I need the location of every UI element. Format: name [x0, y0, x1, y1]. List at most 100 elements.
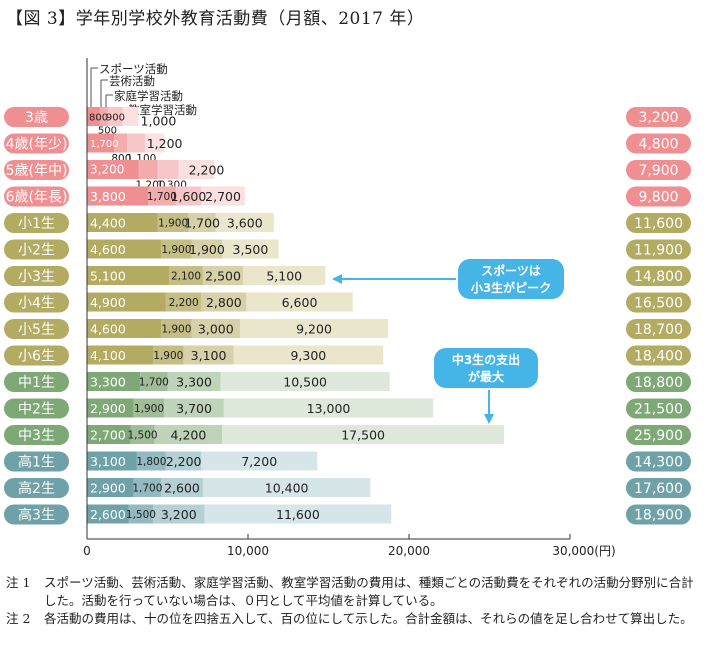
bar-segment-8-3	[239, 319, 389, 338]
value-label-12-2: 4,200	[171, 428, 207, 443]
bar-segment-14-2	[161, 478, 203, 497]
total-3-label: 9,800	[638, 190, 678, 206]
total-0-badge	[626, 107, 691, 127]
total-14-badge	[626, 478, 691, 498]
value-label-9-0: 4,100	[90, 348, 126, 363]
value-label-14-0: 2,900	[90, 481, 126, 496]
bar-segment-0-3	[122, 107, 139, 126]
total-4-label: 11,600	[634, 216, 683, 232]
bar-segment-15-0	[87, 504, 129, 524]
category-7-label: 小4生	[18, 296, 55, 312]
value-label-5-2: 1,900	[189, 242, 225, 257]
bar-segment-3-0	[87, 186, 149, 206]
total-4-badge	[626, 213, 691, 233]
category-9-label: 小6生	[18, 349, 55, 365]
total-6-label: 14,800	[634, 269, 683, 285]
callout-jh3-line-1: 中3生の支出	[452, 352, 520, 367]
total-10-label: 18,800	[634, 375, 683, 391]
footnote-2: 注 2 各活動の費用は、十の位を四捨五入して、百の位にして示した。合計金額は、そ…	[6, 610, 706, 628]
total-11-label: 21,500	[634, 402, 683, 418]
value-label-15-3: 11,600	[276, 507, 320, 522]
total-7-badge	[626, 292, 691, 313]
value-label-2-3: 2,200	[189, 163, 225, 178]
legend-label-2: 家庭学習活動	[114, 89, 183, 103]
total-5-badge	[626, 239, 691, 260]
category-12-badge	[4, 425, 69, 445]
value-label-10-0: 3,300	[90, 375, 126, 390]
bar-segment-9-1	[153, 345, 184, 365]
value-label-7-0: 4,900	[90, 295, 126, 310]
bar-segment-14-0	[87, 478, 134, 497]
bar-segment-3-2	[175, 186, 202, 206]
bar-segment-0-2	[107, 107, 123, 126]
bar-segment-8-2	[191, 319, 240, 338]
category-15-label: 高3生	[18, 507, 55, 524]
legend-label-3: 教室学習活動	[128, 103, 197, 117]
category-4-label: 小1生	[18, 216, 55, 232]
bar-segment-2-1	[138, 160, 158, 179]
value-label-8-1: 1,900	[161, 324, 191, 336]
bar-segment-15-3	[204, 504, 392, 524]
value-label-11-1: 1,900	[134, 403, 164, 415]
value-label-7-2: 2,800	[206, 295, 242, 310]
category-2-badge	[4, 160, 69, 180]
page-title: 【図 3】学年別学校外教育活動費（月額、2017 年）	[6, 9, 425, 29]
x-tick-label-2: 20,000	[388, 544, 430, 558]
bar-segment-10-0	[87, 372, 141, 391]
category-11-badge	[4, 398, 69, 419]
bar-segment-8-0	[87, 319, 162, 338]
category-8-label: 小5生	[18, 322, 55, 338]
bar-segment-4-1	[157, 213, 189, 232]
category-0-badge	[4, 107, 69, 127]
value-label-8-0: 4,600	[90, 322, 126, 337]
value-label-13-0: 3,100	[90, 454, 126, 469]
bar-segment-12-2	[154, 425, 223, 444]
value-label-9-1: 1,900	[153, 350, 183, 362]
value-label-11-0: 2,900	[90, 401, 126, 416]
value-label-15-1: 1,500	[126, 509, 156, 521]
bar-segment-15-2	[153, 504, 205, 524]
total-13-badge	[626, 451, 691, 472]
bar-segment-10-2	[167, 372, 221, 391]
footnote-1-key: 注 1	[6, 575, 31, 590]
value-label-7-3: 6,600	[282, 295, 318, 310]
total-9-badge	[626, 345, 691, 366]
category-9-badge	[4, 345, 69, 366]
value-label-6-2: 2,500	[205, 269, 241, 284]
value-label-3-2: 1,600	[171, 189, 207, 204]
footnotes: 注 1 スポーツ活動、芸術活動、家庭学習活動、教室学習活動の費用は、種類ごとの活…	[6, 574, 706, 628]
legend-label-0: スポーツ活動	[99, 62, 168, 76]
bar-segment-8-1	[161, 319, 192, 338]
x-tick-label-3: 30,000(円)	[552, 544, 615, 558]
footnote-2-text: 各活動の費用は、十の位を四捨五入して、百の位にして示した。合計金額は、それらの値…	[44, 611, 693, 626]
callout-jh3-box	[434, 348, 538, 388]
bar-segment-9-0	[87, 345, 154, 365]
value-label-4-0: 4,400	[90, 216, 126, 231]
footnote-1: 注 1 スポーツ活動、芸術活動、家庭学習活動、教室学習活動の費用は、種類ごとの活…	[6, 574, 706, 610]
category-8-badge	[4, 319, 69, 339]
bar-segment-13-1	[136, 451, 166, 471]
bar-segment-9-3	[233, 345, 384, 365]
bar-segment-6-2	[202, 266, 244, 285]
bar-segment-5-1	[161, 239, 192, 259]
bar-segment-6-0	[87, 266, 170, 285]
category-1-badge	[4, 133, 69, 154]
category-10-badge	[4, 372, 69, 392]
value-label-13-1: 1,800	[136, 456, 166, 468]
category-12-label: 中3生	[18, 428, 55, 444]
category-15-badge	[4, 504, 69, 525]
value-label-1-3: 1,200	[147, 136, 183, 151]
category-13-label: 高1生	[18, 454, 55, 471]
total-15-badge	[626, 504, 691, 525]
value-label-5-1: 1,900	[161, 244, 191, 256]
total-3-badge	[626, 186, 691, 207]
bar-segment-0-1	[99, 107, 108, 126]
category-2-label: 5歳(年中)	[6, 163, 68, 179]
bar-segment-13-2	[165, 451, 202, 471]
bar-segment-11-2	[164, 398, 224, 418]
total-14-label: 17,600	[634, 481, 683, 497]
bar-segment-7-0	[87, 292, 166, 312]
x-tick-label-0: 0	[83, 544, 91, 558]
value-label-7-1: 2,200	[169, 297, 199, 309]
value-label-11-3: 13,000	[307, 401, 351, 416]
